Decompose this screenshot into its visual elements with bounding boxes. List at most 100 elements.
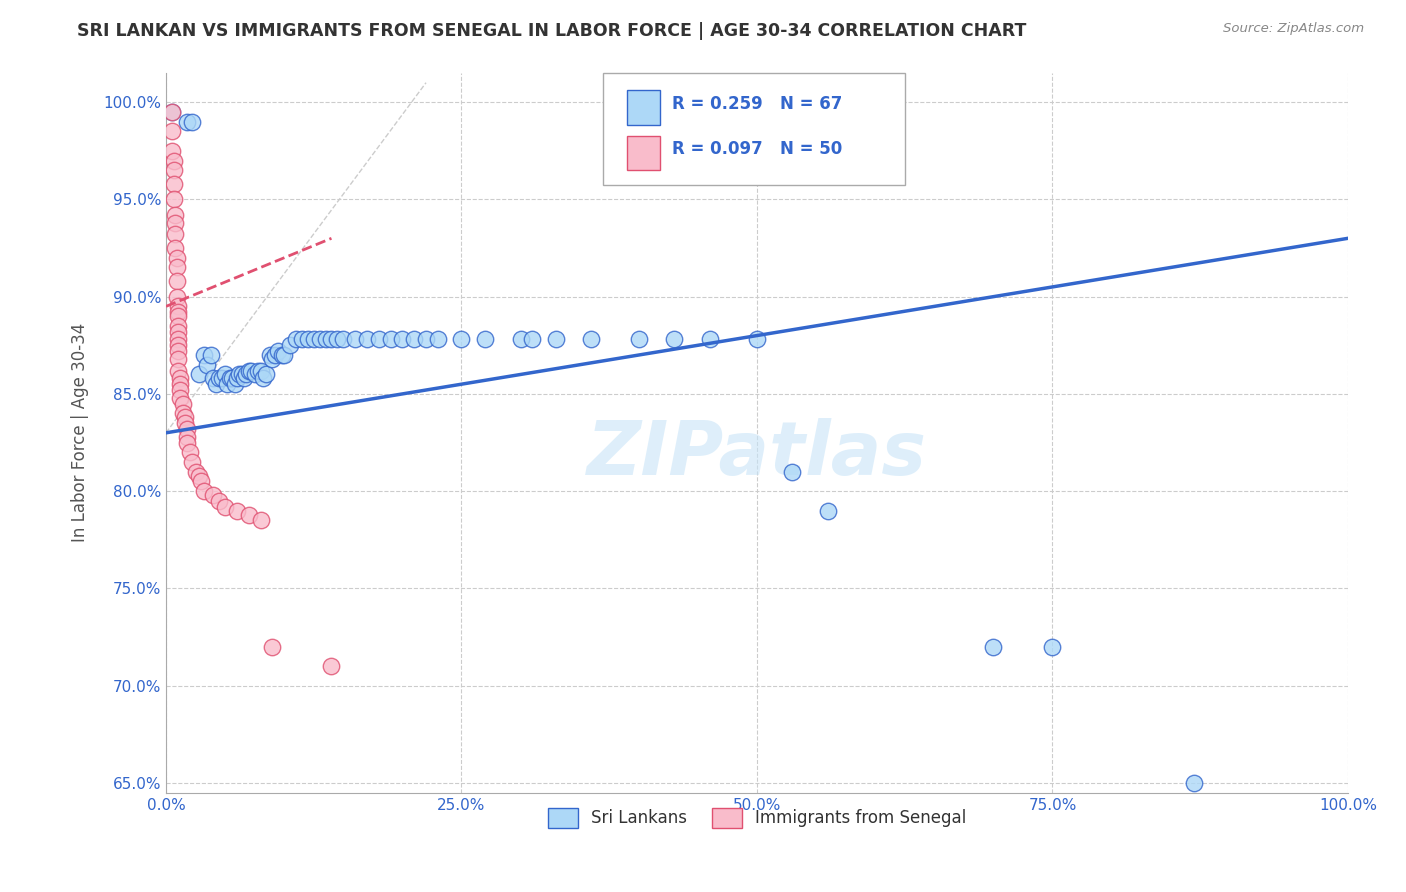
Point [308, 333, 330, 347]
Point [278, 338, 301, 352]
Point [782, 465, 804, 479]
Point [163, 163, 186, 178]
Point [160, 124, 183, 138]
Point [188, 468, 211, 483]
Point [404, 333, 426, 347]
Point [344, 333, 367, 347]
Point [190, 475, 212, 489]
Point [273, 348, 295, 362]
Point [166, 309, 188, 323]
Point [172, 406, 194, 420]
Text: ZIPatlas: ZIPatlas [586, 418, 927, 491]
Point [509, 333, 531, 347]
Point [267, 344, 290, 359]
Point [166, 344, 188, 359]
Point [179, 445, 201, 459]
Y-axis label: In Labor Force | Age 30-34: In Labor Force | Age 30-34 [72, 323, 89, 542]
Point [166, 338, 188, 352]
Point [225, 371, 247, 385]
Point [243, 368, 266, 382]
Point [165, 208, 187, 222]
Point [166, 299, 188, 313]
Point [172, 397, 194, 411]
Point [259, 348, 281, 362]
Point [262, 351, 284, 366]
Point [163, 177, 186, 191]
Point [1042, 640, 1064, 654]
FancyBboxPatch shape [603, 73, 904, 185]
Point [321, 659, 343, 673]
Point [176, 430, 198, 444]
Point [983, 640, 1005, 654]
Point [256, 368, 278, 382]
Point [165, 227, 187, 242]
Bar [627, 90, 659, 125]
Point [200, 348, 222, 362]
Point [235, 368, 257, 382]
Point [181, 455, 204, 469]
Text: R = 0.259   N = 67: R = 0.259 N = 67 [672, 95, 842, 113]
Point [169, 383, 191, 397]
Point [166, 274, 188, 288]
Point [166, 318, 188, 333]
Point [211, 371, 233, 385]
Point [450, 333, 472, 347]
Point [240, 363, 263, 377]
Point [699, 333, 721, 347]
Point [1182, 776, 1205, 790]
Point [315, 333, 337, 347]
Point [160, 104, 183, 119]
Point [249, 513, 271, 527]
Point [174, 416, 197, 430]
Point [160, 104, 183, 119]
Point [285, 333, 308, 347]
Point [181, 114, 204, 128]
Point [225, 503, 247, 517]
Point [817, 503, 839, 517]
Point [193, 484, 215, 499]
Point [474, 333, 496, 347]
Point [169, 377, 191, 392]
Point [166, 351, 188, 366]
Point [202, 488, 225, 502]
Point [214, 368, 236, 382]
Point [332, 333, 354, 347]
Point [263, 348, 285, 362]
Point [627, 333, 650, 347]
Point [321, 333, 343, 347]
Point [522, 333, 544, 347]
Point [247, 363, 270, 377]
Point [176, 435, 198, 450]
Point [174, 410, 197, 425]
Point [169, 371, 191, 385]
Legend: Sri Lankans, Immigrants from Senegal: Sri Lankans, Immigrants from Senegal [541, 801, 973, 835]
Point [193, 348, 215, 362]
Point [544, 333, 567, 347]
Point [291, 333, 314, 347]
Point [195, 358, 218, 372]
Text: SRI LANKAN VS IMMIGRANTS FROM SENEGAL IN LABOR FORCE | AGE 30-34 CORRELATION CHA: SRI LANKAN VS IMMIGRANTS FROM SENEGAL IN… [77, 22, 1026, 40]
Point [160, 144, 183, 158]
Point [367, 333, 389, 347]
Text: Source: ZipAtlas.com: Source: ZipAtlas.com [1223, 22, 1364, 36]
Point [415, 333, 437, 347]
Point [214, 500, 236, 514]
Point [208, 371, 231, 385]
Point [166, 363, 188, 377]
Point [169, 391, 191, 405]
Point [166, 325, 188, 339]
Point [233, 371, 256, 385]
Point [228, 368, 250, 382]
Point [166, 333, 188, 347]
Point [380, 333, 402, 347]
Point [302, 333, 325, 347]
Point [176, 114, 198, 128]
Point [238, 508, 260, 522]
Point [221, 371, 243, 385]
Point [664, 333, 686, 347]
Text: R = 0.097   N = 50: R = 0.097 N = 50 [672, 140, 842, 158]
Point [297, 333, 319, 347]
Point [166, 260, 188, 275]
Point [252, 371, 274, 385]
Point [163, 153, 186, 168]
